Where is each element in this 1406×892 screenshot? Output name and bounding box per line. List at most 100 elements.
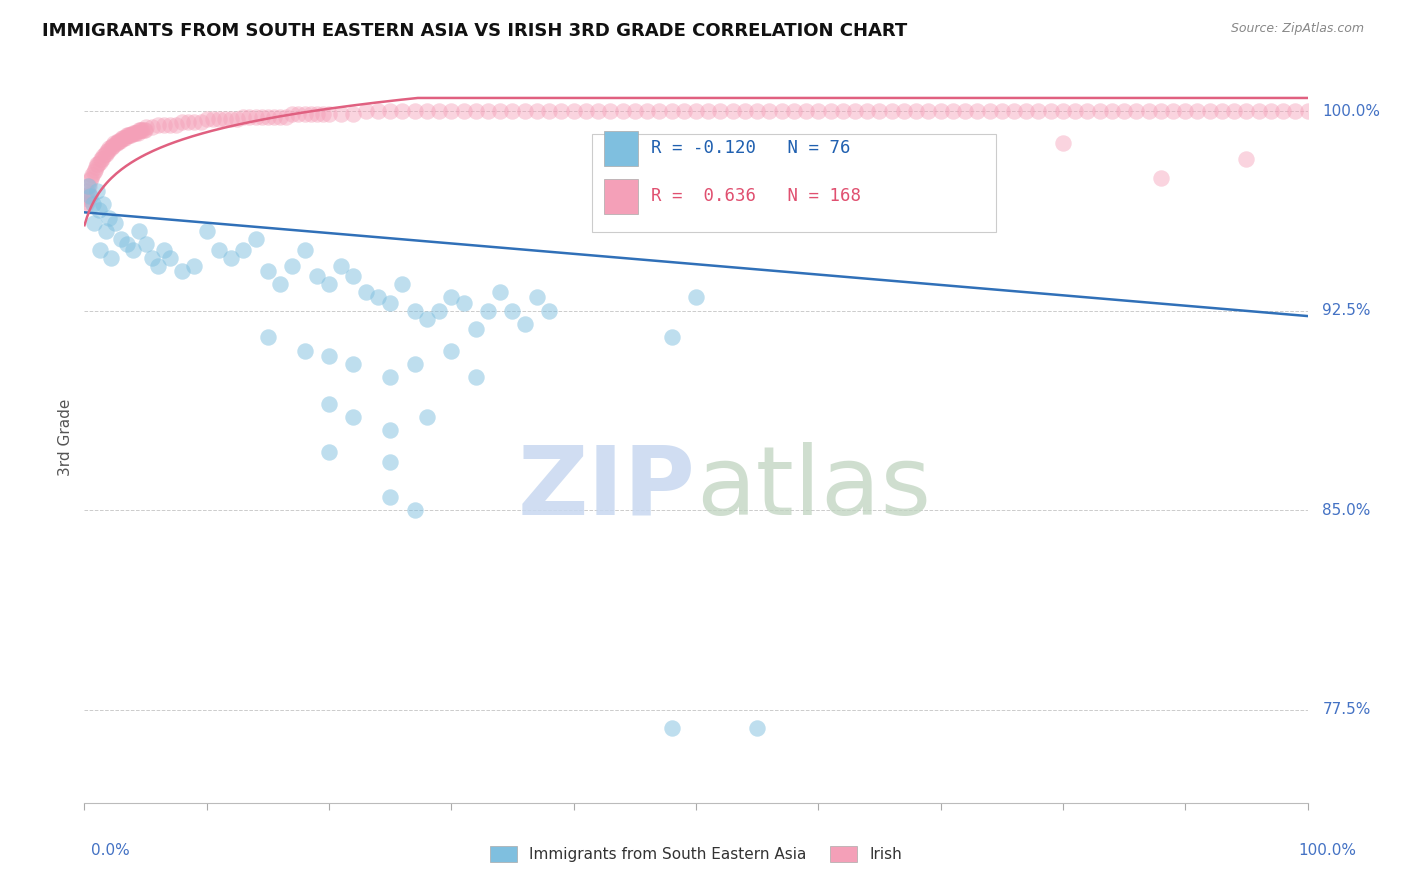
- Point: [195, 112, 218, 127]
- Point: [183, 259, 205, 273]
- Point: [661, 330, 683, 344]
- Point: [538, 104, 561, 119]
- Point: [305, 269, 328, 284]
- Point: [94, 146, 117, 161]
- Point: [1052, 136, 1074, 151]
- Point: [108, 134, 131, 148]
- Point: [453, 295, 475, 310]
- Point: [294, 107, 316, 121]
- Point: [172, 115, 194, 129]
- Point: [276, 110, 298, 124]
- Point: [75, 197, 97, 211]
- Point: [404, 503, 426, 517]
- Point: [318, 107, 340, 121]
- Text: IMMIGRANTS FROM SOUTH EASTERN ASIA VS IRISH 3RD GRADE CORRELATION CHART: IMMIGRANTS FROM SOUTH EASTERN ASIA VS IR…: [42, 22, 907, 40]
- Point: [869, 104, 891, 119]
- Point: [966, 104, 988, 119]
- Point: [1088, 104, 1111, 119]
- Point: [104, 216, 127, 230]
- Point: [1052, 104, 1074, 119]
- Point: [165, 118, 187, 132]
- Point: [89, 243, 111, 257]
- Legend: Immigrants from South Eastern Asia, Irish: Immigrants from South Eastern Asia, Iris…: [484, 840, 908, 868]
- Point: [135, 120, 157, 135]
- Point: [89, 154, 111, 169]
- Point: [440, 290, 463, 304]
- Point: [697, 104, 720, 119]
- Point: [86, 157, 108, 171]
- Point: [550, 104, 572, 119]
- Point: [367, 104, 389, 119]
- Point: [101, 138, 124, 153]
- Text: 77.5%: 77.5%: [1322, 702, 1371, 717]
- Point: [869, 144, 891, 158]
- Point: [1064, 104, 1087, 119]
- Point: [80, 170, 103, 185]
- Point: [208, 112, 231, 127]
- Point: [103, 136, 125, 151]
- Point: [747, 104, 769, 119]
- Point: [1137, 104, 1160, 119]
- Point: [661, 104, 683, 119]
- Point: [219, 251, 242, 265]
- Point: [917, 104, 939, 119]
- Text: Source: ZipAtlas.com: Source: ZipAtlas.com: [1230, 22, 1364, 36]
- Point: [305, 107, 328, 121]
- Point: [562, 104, 585, 119]
- Text: R = -0.120   N = 76: R = -0.120 N = 76: [651, 139, 851, 157]
- Point: [905, 104, 928, 119]
- Point: [416, 410, 439, 425]
- Point: [734, 104, 756, 119]
- Text: 92.5%: 92.5%: [1322, 303, 1371, 318]
- Point: [953, 178, 976, 193]
- Point: [1076, 104, 1098, 119]
- Point: [820, 104, 842, 119]
- Point: [299, 107, 322, 121]
- Point: [96, 144, 118, 158]
- Point: [91, 197, 114, 211]
- Point: [117, 128, 139, 143]
- Point: [245, 232, 267, 246]
- Point: [97, 144, 120, 158]
- Point: [1002, 104, 1025, 119]
- Point: [404, 104, 426, 119]
- Point: [146, 118, 169, 132]
- Point: [97, 211, 120, 225]
- Point: [477, 104, 499, 119]
- Point: [195, 224, 218, 238]
- Point: [502, 104, 524, 119]
- Point: [135, 237, 157, 252]
- Point: [134, 123, 156, 137]
- Point: [453, 104, 475, 119]
- Point: [77, 186, 100, 201]
- Point: [380, 455, 402, 469]
- Point: [929, 104, 952, 119]
- Point: [208, 243, 231, 257]
- Point: [257, 110, 280, 124]
- Point: [91, 149, 114, 163]
- Point: [612, 104, 634, 119]
- Text: 100.0%: 100.0%: [1322, 103, 1381, 119]
- Point: [538, 303, 561, 318]
- Point: [183, 115, 205, 129]
- Point: [526, 290, 548, 304]
- Point: [342, 357, 364, 371]
- Point: [107, 134, 129, 148]
- Point: [153, 243, 176, 257]
- Point: [807, 104, 830, 119]
- Point: [599, 104, 621, 119]
- Point: [232, 243, 254, 257]
- Point: [281, 107, 304, 121]
- Point: [177, 115, 200, 129]
- Point: [125, 126, 148, 140]
- Point: [294, 243, 316, 257]
- Point: [342, 107, 364, 121]
- Point: [159, 118, 181, 132]
- Point: [84, 160, 107, 174]
- Point: [856, 104, 879, 119]
- Point: [129, 123, 152, 137]
- Point: [672, 104, 695, 119]
- Point: [269, 277, 291, 292]
- Point: [245, 110, 267, 124]
- Point: [1150, 104, 1173, 119]
